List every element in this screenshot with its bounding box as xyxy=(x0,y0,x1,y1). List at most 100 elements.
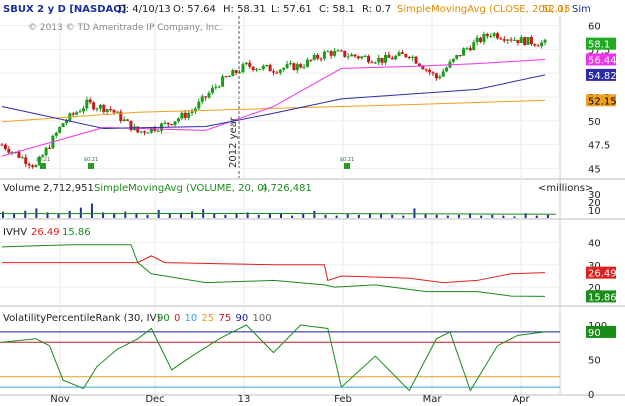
sma-cut-label: Sim xyxy=(572,4,591,15)
candle-body xyxy=(475,37,479,43)
volume-bar xyxy=(135,214,138,218)
candle-body xyxy=(482,33,486,42)
candle-body xyxy=(302,66,306,68)
candle-body xyxy=(367,56,371,63)
candle-body xyxy=(173,121,177,125)
candle-body xyxy=(64,120,68,124)
candle-body xyxy=(163,122,167,124)
candle-body xyxy=(10,151,14,153)
volume-value: 2,712,951 xyxy=(43,183,94,194)
value-badge-label: 58.1 xyxy=(588,40,610,51)
candle-body xyxy=(502,39,506,41)
candle-body xyxy=(421,66,425,70)
candle-body xyxy=(34,165,38,168)
x-tick-label: Apr xyxy=(512,394,530,405)
ma-blue-line xyxy=(1,74,546,129)
candle-body xyxy=(288,63,292,65)
volume-bar xyxy=(168,213,171,218)
vpr-level-value: 10 xyxy=(185,313,198,324)
candle-body xyxy=(3,144,7,150)
volume-bar xyxy=(391,214,394,218)
candle-body xyxy=(533,44,537,46)
vpr-tick-label: 0 xyxy=(588,390,594,401)
candle-body xyxy=(438,76,442,79)
price-tick-label: 60 xyxy=(588,22,601,33)
candle-body xyxy=(462,48,466,56)
candle-body xyxy=(17,152,21,158)
candle-body xyxy=(275,72,279,74)
candle-body xyxy=(404,53,408,58)
range-label: R: 0.7 xyxy=(362,4,391,15)
candle-body xyxy=(85,99,89,109)
value-badge xyxy=(586,37,616,50)
candle-body xyxy=(360,56,364,59)
sma-label: SimpleMovingAvg (CLOSE, 200, 0) xyxy=(397,4,568,15)
sma-value: 52.15 xyxy=(542,4,571,15)
candle-body xyxy=(543,39,547,43)
volume-bar xyxy=(57,214,60,218)
volume-bar xyxy=(524,213,527,218)
candle-body xyxy=(540,42,544,47)
candle-body xyxy=(299,64,303,68)
candle-body xyxy=(394,55,398,60)
dividend-marker-label: $0.21 xyxy=(36,157,50,163)
candle-body xyxy=(329,51,333,56)
candle-body xyxy=(417,63,421,67)
candle-body xyxy=(434,73,438,79)
sma-200-line xyxy=(1,99,546,123)
volume-tick-label: 10 xyxy=(588,206,601,217)
candle-body xyxy=(112,109,116,113)
candle-body xyxy=(309,59,313,61)
value-badge xyxy=(586,68,616,81)
candle-body xyxy=(380,57,384,63)
candle-body xyxy=(509,39,513,41)
candle-body xyxy=(200,96,204,102)
candle-body xyxy=(27,163,31,166)
candle-body xyxy=(58,126,62,133)
volume-bar xyxy=(346,214,349,218)
candle-body xyxy=(305,59,309,67)
candle-body xyxy=(516,39,520,43)
ivhv-label: IVHV xyxy=(3,227,27,238)
candle-body xyxy=(248,62,252,67)
candle-body xyxy=(149,127,153,133)
candle-body xyxy=(295,64,299,71)
volume-panel xyxy=(0,203,557,218)
volume-bar xyxy=(79,207,82,218)
price-tick-label: 57.5 xyxy=(588,45,610,56)
volume-bar xyxy=(291,215,294,218)
volume-tick-label: 20 xyxy=(588,198,601,209)
volume-bar xyxy=(46,212,49,218)
candle-body xyxy=(536,45,540,47)
candle-body xyxy=(397,52,401,56)
candle-body xyxy=(261,65,265,69)
candle-body xyxy=(390,57,394,60)
value-badge xyxy=(586,290,616,303)
candle-body xyxy=(0,144,4,146)
candle-body xyxy=(88,99,92,103)
candle-body xyxy=(292,63,296,71)
candle-body xyxy=(170,124,174,126)
value-badge-label: 15.86 xyxy=(588,292,617,303)
volume-bar xyxy=(535,215,538,218)
value-badge xyxy=(586,53,616,66)
volume-bar xyxy=(13,213,16,218)
candle-body xyxy=(356,56,360,59)
dividend-marker-icon xyxy=(344,163,350,169)
vpr-panel xyxy=(0,324,560,392)
candle-body xyxy=(353,54,357,57)
candle-body xyxy=(265,64,269,66)
iv-line xyxy=(2,255,546,284)
vpr-tick-label: 50 xyxy=(588,356,601,367)
candle-body xyxy=(333,50,337,56)
volume-bar xyxy=(513,216,516,218)
candle-body xyxy=(377,57,381,63)
volume-bar xyxy=(457,214,460,218)
vpr-level-value: 100 xyxy=(253,313,272,324)
candle-body xyxy=(122,119,126,121)
candle-body xyxy=(146,132,150,134)
candle-body xyxy=(95,108,99,110)
candle-body xyxy=(102,104,106,112)
value-badge xyxy=(586,94,616,107)
candle-body xyxy=(346,56,350,58)
